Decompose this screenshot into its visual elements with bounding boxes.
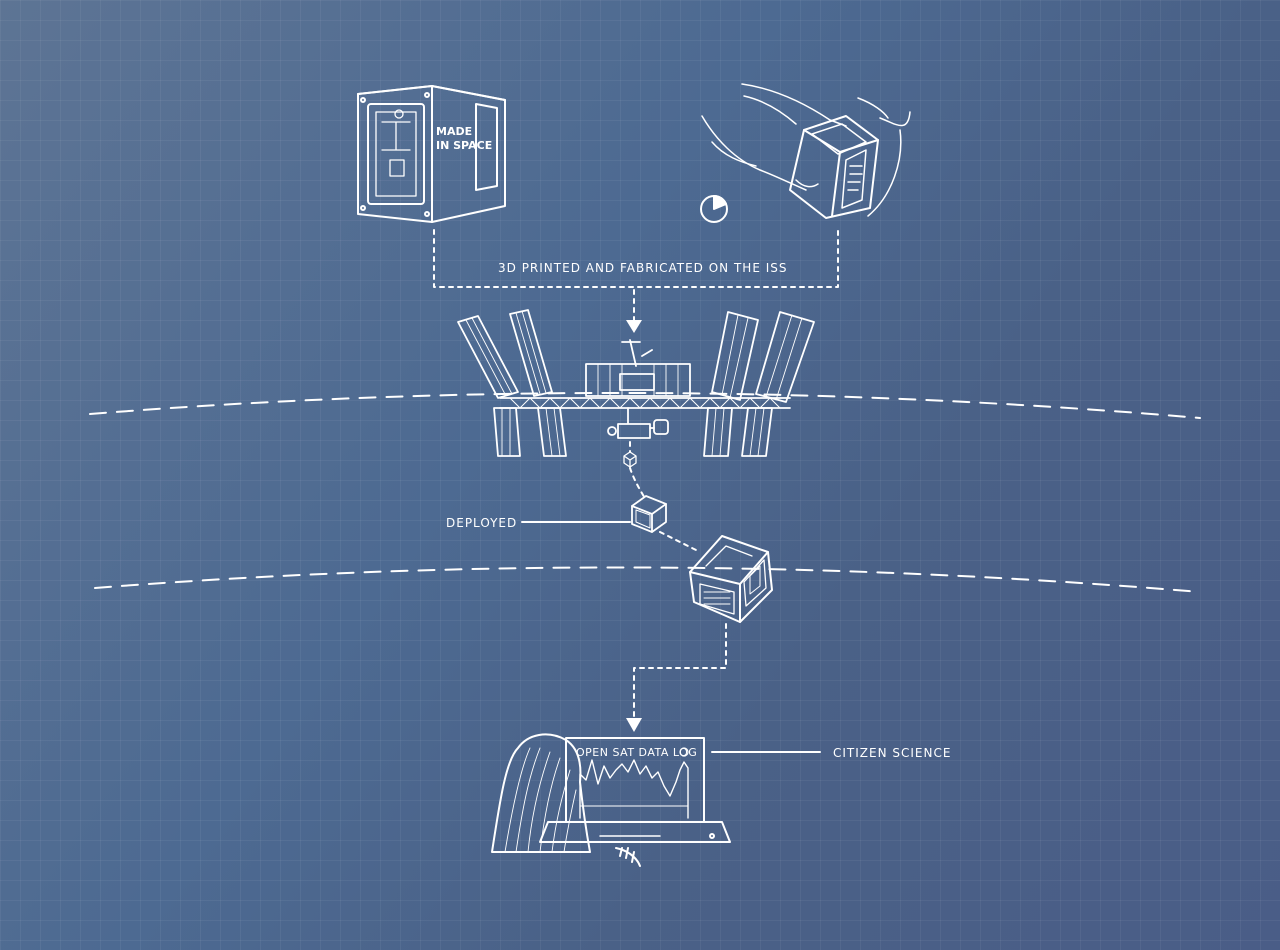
deployed-label: DEPLOYED xyxy=(446,516,518,530)
cubesat-large-icon xyxy=(689,535,773,623)
downlink-connector xyxy=(633,623,727,717)
iss-station-icon xyxy=(457,309,815,457)
citizen-science-label: CITIZEN SCIENCE xyxy=(833,746,952,760)
cubesat-small-icon xyxy=(631,495,667,533)
deploy-trajectory xyxy=(629,441,701,553)
orbit-arc-lower xyxy=(94,566,1201,593)
person-silhouette-icon xyxy=(491,733,641,867)
arrow-down-icon xyxy=(626,320,642,333)
laptop-icon xyxy=(539,737,731,843)
printer-brand-line1: MADE xyxy=(436,125,472,138)
laptop-screen-title: OPEN SAT DATA LOG xyxy=(576,746,697,759)
arrow-down-icon-2 xyxy=(626,718,642,732)
timer-icon xyxy=(700,195,728,223)
orbit-arc-upper xyxy=(89,391,1201,419)
cubesat-tiny-icon xyxy=(623,451,637,468)
fabrication-label: 3D PRINTED AND FABRICATED ON THE ISS xyxy=(498,261,788,275)
hands-holding-cubesat-icon xyxy=(701,83,911,219)
printer-brand-line2: IN SPACE xyxy=(436,139,492,152)
printer-icon xyxy=(357,85,506,223)
fabrication-connector xyxy=(433,227,839,288)
